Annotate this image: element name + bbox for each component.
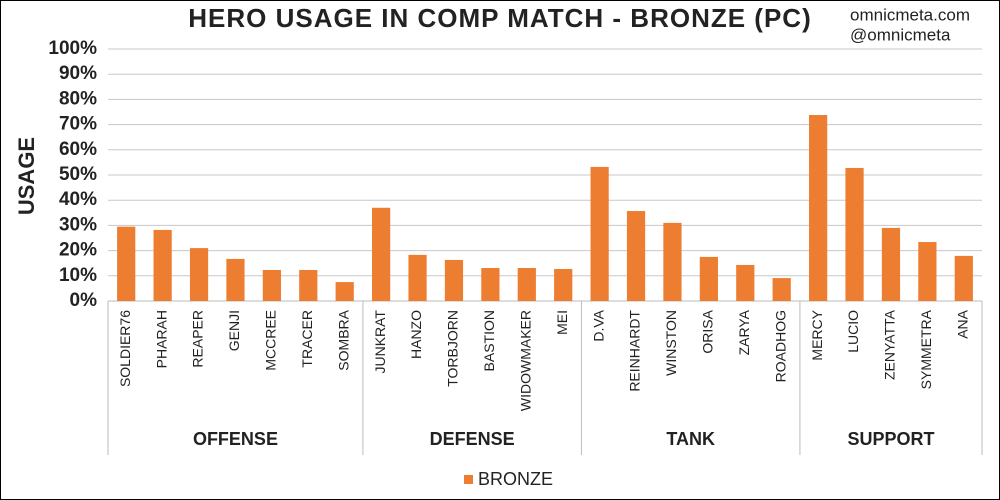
y-tick-label: 40% xyxy=(59,189,97,210)
bar xyxy=(153,229,172,301)
x-tick-label: JUNKRAT xyxy=(372,310,388,374)
x-tick-label: REAPER xyxy=(190,310,206,368)
x-tick-label: GENJI xyxy=(226,310,242,351)
bar xyxy=(408,254,427,301)
bar xyxy=(663,222,682,301)
x-tick-label: ORISA xyxy=(700,309,716,353)
watermark: omnicmeta.com xyxy=(850,5,970,24)
bar xyxy=(772,278,791,301)
x-tick-label: REINHARDT xyxy=(627,310,643,392)
group-label: SUPPORT xyxy=(847,429,934,449)
bar xyxy=(481,267,500,301)
legend-label: BRONZE xyxy=(478,469,553,489)
bar xyxy=(626,211,646,301)
x-tick-label: ANA xyxy=(954,309,970,338)
x-tick-label: WIDOWMAKER xyxy=(517,310,533,411)
bar xyxy=(736,264,755,301)
group-label: TANK xyxy=(666,429,715,449)
bar xyxy=(226,258,245,301)
bar xyxy=(262,270,281,301)
x-tick-label: WINSTON xyxy=(663,310,679,376)
bar xyxy=(845,167,864,301)
y-tick-label: 80% xyxy=(59,88,97,109)
legend-swatch xyxy=(464,475,473,484)
x-tick-label: SOMBRA xyxy=(335,309,351,370)
x-tick-label: MERCY xyxy=(809,309,825,360)
group-label: DEFENSE xyxy=(430,429,515,449)
x-tick-label: SYMMETRA xyxy=(918,309,934,389)
bar xyxy=(444,259,464,301)
bar xyxy=(954,255,973,301)
y-tick-label: 90% xyxy=(59,63,97,84)
x-tick-label: ZARYA xyxy=(736,309,752,355)
x-tick-label: MCCREE xyxy=(263,310,279,371)
chart-title: HERO USAGE IN COMP MATCH - BRONZE (PC) xyxy=(188,3,811,33)
bar xyxy=(554,268,573,301)
bar xyxy=(881,227,901,301)
bar xyxy=(335,282,354,301)
watermark: @omnicmeta xyxy=(850,25,951,44)
bar xyxy=(699,256,718,301)
x-tick-label: SOLDIER76 xyxy=(117,310,133,387)
y-axis-label: USAGE xyxy=(14,137,39,215)
y-tick-label: 30% xyxy=(59,214,97,235)
bar xyxy=(117,226,136,301)
x-tick-label: HANZO xyxy=(408,310,424,359)
y-tick-label: 50% xyxy=(59,164,97,185)
y-tick-label: 100% xyxy=(48,38,97,59)
bar xyxy=(189,248,209,301)
x-tick-label: TORBJORN xyxy=(445,310,461,387)
bar xyxy=(918,242,937,301)
bar xyxy=(299,270,318,301)
y-tick-label: 0% xyxy=(70,290,98,311)
x-tick-label: MEI xyxy=(554,310,570,335)
x-tick-label: ROADHOG xyxy=(772,310,788,382)
x-tick-label: D.VA xyxy=(590,309,606,341)
bar xyxy=(372,207,391,301)
bar xyxy=(517,267,536,301)
x-tick-label: PHARAH xyxy=(153,310,169,368)
x-tick-label: LUCIO xyxy=(845,310,861,353)
y-tick-label: 60% xyxy=(59,139,97,160)
y-tick-label: 10% xyxy=(59,265,97,286)
x-tick-label: ZENYATTA xyxy=(882,309,898,380)
x-tick-label: TRACER xyxy=(299,310,315,368)
bar xyxy=(809,115,828,301)
y-tick-label: 70% xyxy=(59,114,97,135)
y-tick-label: 20% xyxy=(59,240,97,261)
bar xyxy=(590,166,609,301)
x-tick-label: BASTION xyxy=(481,310,497,371)
group-label: OFFENSE xyxy=(193,429,278,449)
